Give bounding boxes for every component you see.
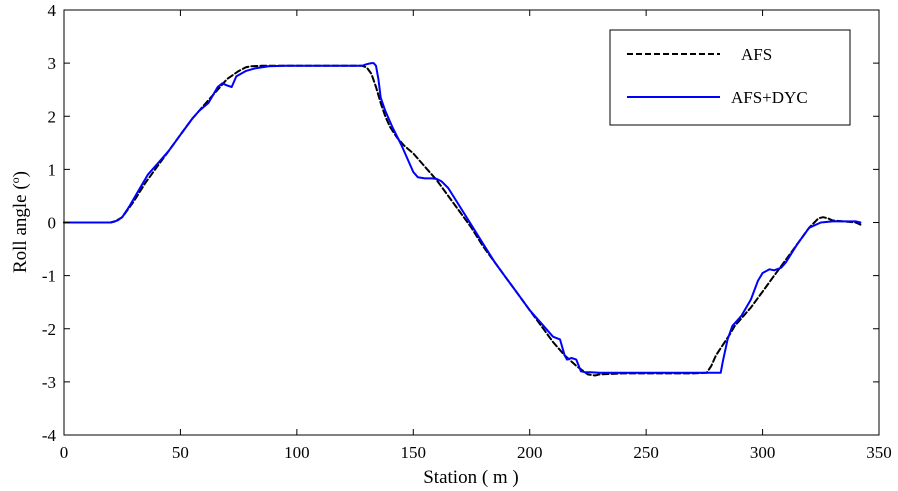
x-tick-label: 250	[633, 443, 659, 462]
y-tick-label: 0	[48, 214, 57, 233]
y-tick-label: 2	[48, 107, 57, 126]
x-tick-label: 0	[60, 443, 69, 462]
y-axis-label-superscript: o	[8, 177, 22, 183]
y-tick-label: -1	[42, 267, 56, 286]
legend-box	[609, 29, 851, 126]
y-tick-label: 3	[48, 54, 57, 73]
x-tick-label: 200	[517, 443, 543, 462]
series-line-afs-dyc	[63, 62, 862, 374]
x-tick-label: 350	[866, 443, 892, 462]
ticks-layer: 0 50 100 150 200 250 300 350 4 3 2 1 0 -1 -2 -3 -4	[42, 1, 892, 462]
x-tick-label: 150	[401, 443, 427, 462]
legend-label-afs: AFS	[741, 45, 772, 64]
y-tick-label: -4	[42, 426, 57, 445]
series-line-afs	[63, 64, 862, 377]
y-tick-label: -3	[42, 373, 56, 392]
y-axis-label: Roll angle (o)	[8, 171, 31, 273]
legend-label-afs-dyc: AFS+DYC	[731, 88, 808, 107]
x-tick-label: 300	[750, 443, 776, 462]
y-axis-label-close: )	[10, 171, 31, 177]
y-tick-label: 4	[48, 1, 57, 20]
y-tick-label: 1	[48, 160, 57, 179]
y-axis-label-main: Roll angle (	[10, 183, 31, 273]
x-axis-label: Station ( m )	[423, 467, 519, 488]
legend: AFS AFS+DYC	[609, 29, 851, 126]
x-tick-label: 100	[284, 443, 310, 462]
series-layer	[63, 62, 862, 377]
y-tick-label: -2	[42, 320, 56, 339]
x-tick-label: 50	[172, 443, 189, 462]
